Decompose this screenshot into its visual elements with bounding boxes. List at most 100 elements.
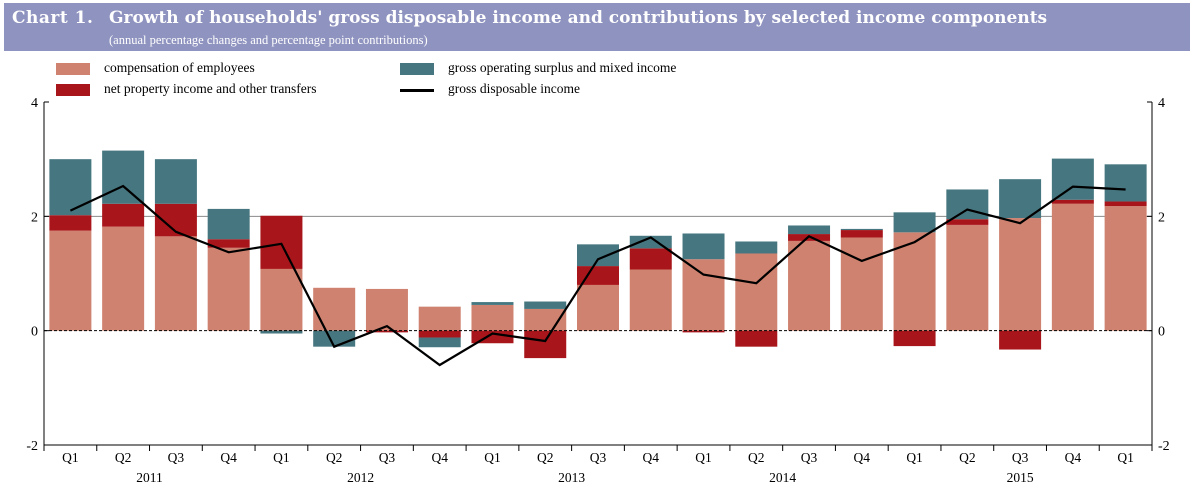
bar-segment [946,189,989,220]
bar-segment [840,237,883,331]
year-label: 2012 [347,470,374,485]
x-tick-label: Q1 [1117,450,1134,465]
bar-segment [260,215,303,269]
x-tick-label: Q2 [115,450,132,465]
bar-segment [735,330,778,347]
bar-segment [102,226,145,331]
x-tick-label: Q3 [590,450,607,465]
y-tick-label-left: 4 [31,96,38,111]
chart-title: Growth of households' gross disposable i… [109,8,1048,28]
bar-segment [524,301,567,309]
x-tick-label: Q4 [1065,450,1082,465]
bar-segment [154,236,197,331]
bar-segment [207,208,250,240]
bar-segment [682,259,725,331]
bar-segment [207,247,250,331]
bar-segment [788,225,831,235]
x-tick-label: Q3 [801,450,818,465]
y-tick-label-right: 2 [1158,210,1165,225]
x-tick-label: Q4 [220,450,237,465]
year-label: 2011 [136,470,163,485]
chart-header: Chart 1. Growth of households' gross dis… [4,3,1190,51]
bar-segment [1104,206,1147,331]
legend-label-disposable-income: gross disposable income [448,81,580,96]
bar-segment [471,304,514,331]
y-tick-label-left: 0 [31,325,38,340]
y-tick-label-right: -2 [1158,439,1170,454]
bar-segment [840,228,883,231]
bar-segment [999,179,1042,219]
chart-subtitle: (annual percentage changes and percentag… [109,33,428,47]
x-tick-label: Q1 [906,450,923,465]
bar-segment [788,240,831,331]
bar-segment [893,232,936,331]
x-tick-label: Q1 [695,450,712,465]
legend-swatch-net-property [56,84,90,96]
x-tick-label: Q2 [537,450,554,465]
x-tick-label: Q4 [431,450,448,465]
bar-segment [418,337,461,348]
bar-segment [946,224,989,331]
legend-label-net-property: net property income and other transfers [104,81,317,96]
bar-segment [577,284,619,331]
bar-segment [577,244,619,267]
bar-segment [735,253,778,331]
bar-segment [577,266,619,285]
bar-segment [313,287,356,331]
bar-segment [49,215,92,231]
bar-segment [1051,203,1094,331]
bar-segment [49,159,92,216]
bar-segment [682,233,725,260]
x-tick-label: Q4 [643,450,660,465]
x-tick-label: Q3 [1012,450,1029,465]
bar-segment [1104,164,1147,202]
y-tick-label-left: 2 [31,210,38,225]
line-gross-disposable-income [69,184,1126,367]
y-tick-label-right: 0 [1158,325,1165,340]
bar-segment [102,150,145,204]
bar-segment [1104,201,1147,207]
legend-label-operating-surplus: gross operating surplus and mixed income [448,60,677,75]
bar-segment [1051,199,1094,204]
year-label: 2015 [1007,470,1034,485]
bar-segment [418,330,461,338]
bar-segment [946,219,989,225]
bar-segment [840,230,883,238]
year-label: 2013 [558,470,585,485]
bar-segment [49,230,92,331]
bar-segment [893,212,936,233]
bar-segment [893,330,936,347]
y-tick-label-right: 4 [1158,96,1165,111]
x-tick-label: Q3 [168,450,185,465]
legend-swatch-operating-surplus [400,63,434,75]
bar-segment [102,203,145,227]
x-tick-label: Q1 [484,450,501,465]
bar-segment [154,159,197,204]
bar-segment [365,330,408,333]
bar-segment [365,288,408,331]
x-tick-label: Q4 [854,450,871,465]
legend-line-disposable-income [400,89,434,92]
bar-segment [260,268,303,331]
chart-number: Chart 1. [12,8,94,28]
year-label: 2014 [769,470,796,485]
bar-segment [1051,158,1094,200]
bar-segment [471,302,514,305]
x-tick-label: Q1 [62,450,79,465]
bar-segment [999,218,1042,331]
legend-label-compensation: compensation of employees [104,60,255,75]
bar-segment [207,239,250,248]
bar-segment [735,241,778,254]
bar-segment [524,330,567,359]
x-tick-label: Q2 [748,450,765,465]
x-tick-label: Q1 [273,450,290,465]
bar-segment [999,330,1042,350]
bar-segment [629,269,672,331]
bar-segment [418,306,461,331]
x-tick-label: Q2 [959,450,976,465]
bar-segment [629,248,672,270]
bar-segment [682,330,725,333]
x-tick-label: Q3 [379,450,396,465]
x-tick-label: Q2 [326,450,343,465]
